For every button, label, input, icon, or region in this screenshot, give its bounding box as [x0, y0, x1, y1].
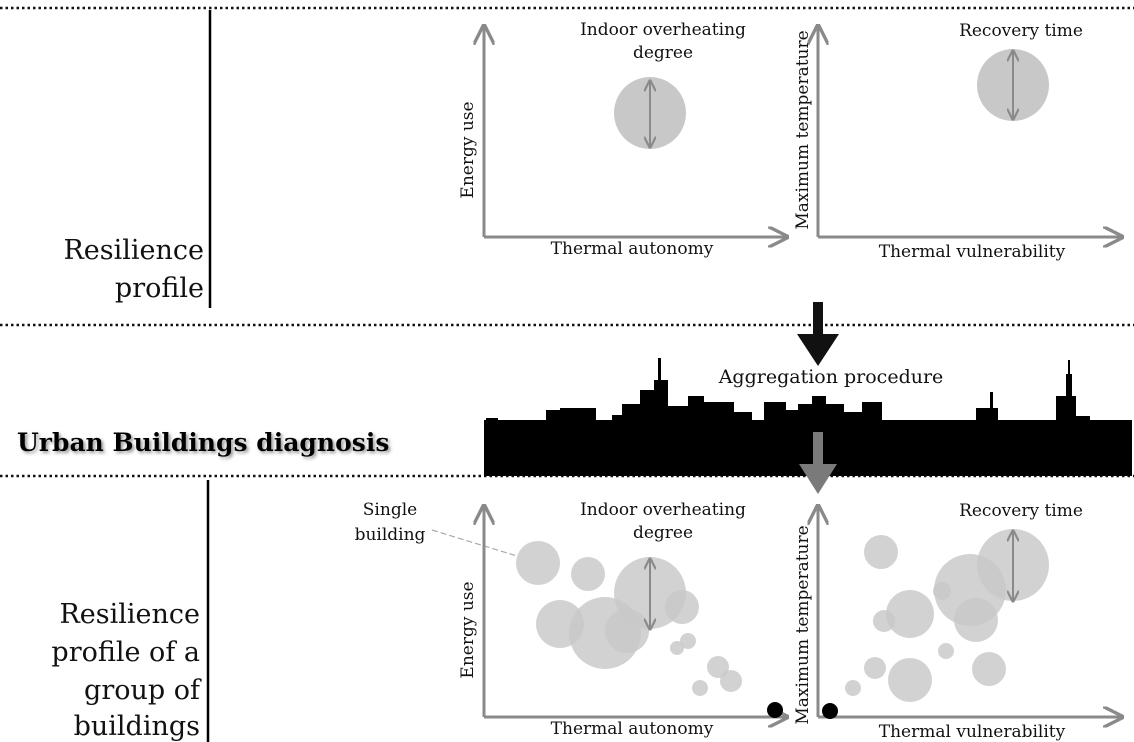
bubble — [720, 670, 742, 692]
bubble — [933, 582, 951, 600]
bottom-left-x-label: Thermal autonomy — [551, 719, 714, 739]
bubble — [670, 641, 684, 655]
bubble — [571, 557, 605, 591]
top-left-bubble-label-line1: Indoor overheating — [580, 20, 746, 40]
bubble — [692, 680, 708, 696]
top-right-x-label: Thermal vulnerability — [879, 242, 1066, 262]
top-left-chart: Indoor overheating degree Thermal autono… — [458, 20, 787, 259]
top-right-chart: Recovery time Thermal vulnerability Maxi… — [793, 21, 1122, 262]
top-left-bubble-label-line2: degree — [633, 43, 693, 63]
bubble — [954, 598, 998, 642]
city-skyline — [484, 358, 1132, 476]
bubble — [665, 590, 699, 624]
top-section-label-line1: Resilience — [63, 235, 204, 266]
gray-down-arrow-icon — [799, 432, 837, 494]
bubble — [605, 609, 649, 653]
bubble — [873, 610, 895, 632]
bottom-right-chart: Recovery time Thermal vulnerability Maxi… — [793, 501, 1122, 742]
bottom-section-label-line3: group of — [84, 675, 202, 706]
aggregation-procedure-label: Aggregation procedure — [718, 366, 944, 388]
bubble — [864, 657, 886, 679]
bottom-section-label-line4: buildings — [74, 711, 200, 742]
bottom-left-bubbles — [516, 541, 742, 696]
bottom-left-origin-dot — [767, 702, 783, 718]
bottom-right-bubbles — [845, 529, 1049, 702]
bubble — [680, 633, 696, 649]
urban-diagnosis-title: Urban Buildings diagnosis — [17, 428, 389, 457]
bottom-right-origin-dot — [822, 703, 838, 719]
bubble — [864, 535, 898, 569]
bubble — [707, 656, 729, 678]
top-left-y-label: Energy use — [458, 101, 478, 198]
bottom-left-bubble-label-line2: degree — [633, 523, 693, 543]
bottom-left-chart: Indoor overheating degree Thermal autono… — [458, 500, 787, 739]
bubble — [938, 643, 954, 659]
bottom-right-x-label: Thermal vulnerability — [879, 722, 1066, 742]
bottom-left-y-label: Energy use — [458, 581, 478, 678]
top-right-y-label: Maximum temperature — [793, 30, 813, 229]
single-building-label-line1: Single — [363, 500, 417, 520]
bubble — [845, 680, 861, 696]
bottom-section-label-line2: profile of a — [51, 637, 200, 668]
bottom-left-bubble-label-line1: Indoor overheating — [580, 500, 746, 520]
bottom-section-label-line1: Resilience — [59, 599, 200, 630]
bubble — [888, 658, 932, 702]
bubble — [516, 541, 560, 585]
bottom-right-bubble-label: Recovery time — [959, 501, 1083, 521]
bottom-right-y-label: Maximum temperature — [793, 525, 813, 724]
aggregation-arrow-icon — [797, 302, 839, 366]
bubble — [886, 590, 934, 638]
bubble — [972, 652, 1006, 686]
top-left-x-label: Thermal autonomy — [551, 239, 714, 259]
top-section-label-line2: profile — [115, 273, 204, 304]
single-building-label-line2: building — [355, 525, 426, 545]
single-building-callout-line — [431, 529, 518, 557]
top-right-bubble-label: Recovery time — [959, 21, 1083, 41]
